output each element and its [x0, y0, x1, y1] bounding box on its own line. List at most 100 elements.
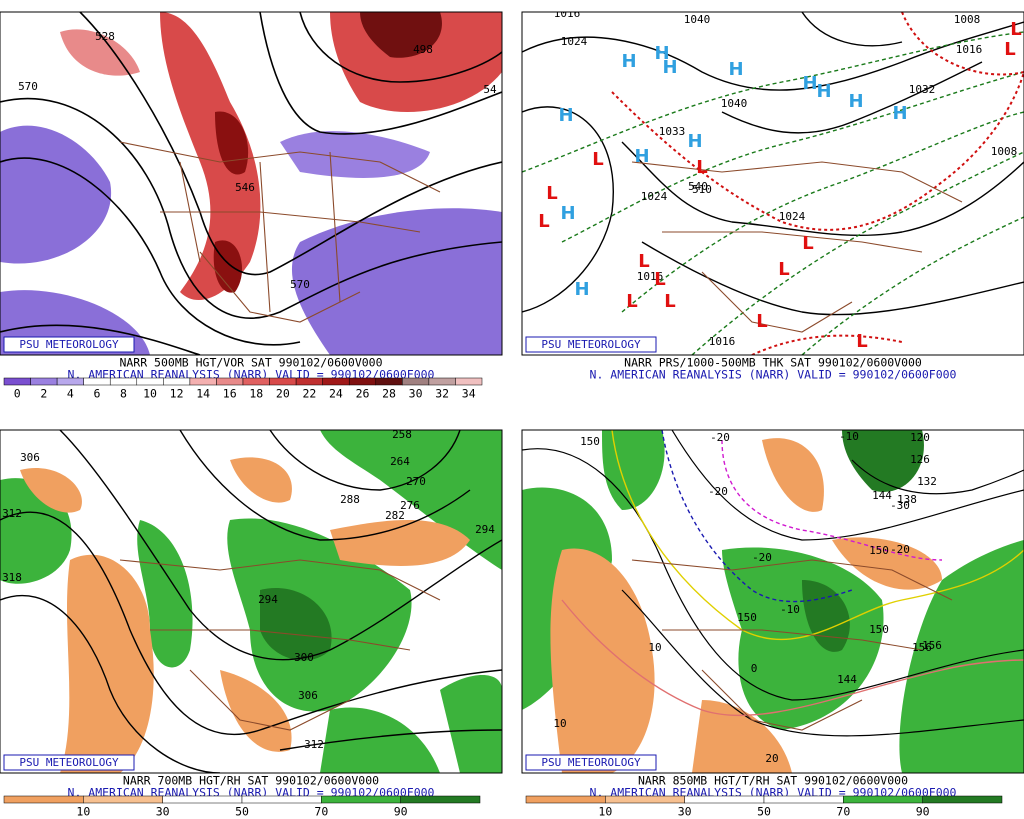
colorbar-swatch: [109, 377, 138, 386]
contour-label: 258: [392, 428, 412, 441]
low-marker: L: [696, 157, 707, 178]
contour-label: 264: [390, 455, 410, 468]
contour-label: 1040: [721, 97, 748, 110]
colorbar-swatch: [843, 795, 923, 804]
colorbar-label: 32: [435, 387, 449, 401]
high-marker: H: [802, 73, 817, 94]
contour-label: -20: [710, 431, 730, 444]
colorbar-label: 70: [836, 805, 850, 819]
map: PSU METEOROLOGY 306 312 318 258 264 270 276 288…: [0, 428, 502, 773]
contour-label: 1016: [956, 43, 983, 56]
contour-label: 10: [553, 717, 566, 730]
low-marker: L: [778, 259, 789, 280]
colorbar-label: 28: [382, 387, 396, 401]
contour-label: 54: [483, 83, 497, 96]
map: PSU METEOROLOGY 1016 1024 1040 1008 1016 1032…: [522, 12, 1024, 355]
colorbar-label: 90: [916, 805, 930, 819]
low-marker: L: [626, 291, 637, 312]
contour-label: 300: [294, 651, 314, 664]
contour-label: 318: [2, 571, 22, 584]
contour-label: 150: [869, 623, 889, 636]
colorbar-label: 4: [67, 387, 74, 401]
contour-label: 10: [648, 641, 661, 654]
contour-label: 570: [18, 80, 38, 93]
low-marker: L: [638, 251, 649, 272]
colorbar-label: 18: [249, 387, 263, 401]
colorbar-label: 8: [120, 387, 127, 401]
low-marker: L: [802, 233, 813, 254]
colorbar-swatch: [3, 377, 31, 386]
contour-label: 1016: [709, 335, 736, 348]
panel-title: NARR 850MB HGT/T/RH SAT 990102/0600V000: [638, 774, 908, 788]
high-marker: H: [728, 59, 743, 80]
high-marker: H: [687, 131, 702, 152]
colorbar-label: 30: [156, 805, 170, 819]
contour-label: -20: [708, 485, 728, 498]
colorbar-label: 22: [302, 387, 316, 401]
source-label: PSU METEOROLOGY: [19, 338, 119, 351]
low-marker: L: [1004, 39, 1015, 60]
contour-label: 282: [385, 509, 405, 522]
panel-500mb: PSU METEOROLOGY 528 570 498 54 546 570 NARR 5…: [0, 11, 503, 401]
low-marker: L: [546, 183, 557, 204]
contour-label: 126: [910, 453, 930, 466]
colorbar-swatch: [3, 795, 84, 804]
colorbar-label: 14: [196, 387, 210, 401]
contour-label: 528: [95, 30, 115, 43]
contour-label: 138: [897, 493, 917, 506]
colorbar-swatch: [455, 377, 483, 386]
colorbar-label: 2: [40, 387, 47, 401]
colorbar-label: 90: [394, 805, 408, 819]
colorbar-swatch: [241, 795, 322, 804]
colorbar-label: 10: [598, 805, 612, 819]
colorbar-label: 12: [170, 387, 184, 401]
colorbar-label: 26: [356, 387, 370, 401]
colorbar-label: 34: [462, 387, 476, 401]
colorbar-swatch: [269, 377, 297, 386]
contour-label: 306: [298, 689, 318, 702]
contour-label: 1033: [659, 125, 686, 138]
colorbar-swatch: [162, 795, 243, 804]
contour-label: -20: [752, 551, 772, 564]
panel-title: NARR 700MB HGT/RH SAT 990102/0600V000: [123, 774, 379, 788]
colorbar-swatch: [375, 377, 403, 386]
contour-label: 546: [235, 181, 255, 194]
colorbar-label: 70: [314, 805, 328, 819]
contour-label: 1024: [561, 35, 588, 48]
contour-label: -10: [780, 603, 800, 616]
contour-label: 1016: [637, 270, 664, 283]
colorbar-label: 30: [678, 805, 692, 819]
contour-label: 306: [20, 451, 40, 464]
contour-label: 1008: [954, 13, 981, 26]
colorbar-swatch: [83, 795, 163, 804]
contour-label: 144: [837, 673, 857, 686]
colorbar-label: 16: [223, 387, 237, 401]
contour-label: 1024: [641, 190, 668, 203]
contour-label: 570: [290, 278, 310, 291]
contour-label: 20: [765, 752, 778, 765]
source-label: PSU METEOROLOGY: [541, 338, 641, 351]
panel-title: NARR 500MB HGT/VOR SAT 990102/0600V000: [119, 356, 382, 370]
colorbar-label: 24: [329, 387, 343, 401]
contour-label: 498: [413, 43, 433, 56]
contour-label: 156: [912, 641, 932, 654]
high-marker: H: [560, 203, 575, 224]
colorbar-swatch: [400, 795, 481, 804]
colorbar-label: 50: [235, 805, 249, 819]
contour-label: 0: [751, 662, 758, 675]
contour-label: 276: [400, 499, 420, 512]
high-marker: H: [662, 57, 677, 78]
source-label: PSU METEOROLOGY: [541, 756, 641, 769]
colorbar-swatch: [525, 795, 606, 804]
contour-label: 150: [869, 544, 889, 557]
contour-label: 1040: [684, 13, 711, 26]
panel-700mb: PSU METEOROLOGY 306 312 318 258 264 270 276 288…: [0, 428, 503, 819]
colorbar-label: 10: [76, 805, 90, 819]
high-marker: H: [621, 51, 636, 72]
contour-label: 294: [258, 593, 278, 606]
high-marker: H: [892, 103, 907, 124]
colorbar-swatch: [322, 377, 350, 386]
colorbar-swatch: [30, 377, 58, 386]
contour-label: 510: [692, 183, 712, 196]
